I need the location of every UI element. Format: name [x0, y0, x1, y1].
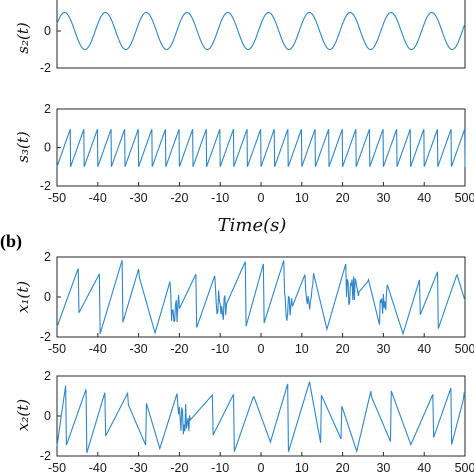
- s3-xtick-label: -50: [48, 191, 66, 205]
- s3-xtick-label: -30: [130, 191, 148, 205]
- x1-xtick-label: -20: [170, 342, 188, 356]
- s2-ytick-label: -2: [40, 61, 51, 75]
- s2-axes-frame: [56, 0, 466, 69]
- x2-xtick-label: -50: [48, 461, 66, 474]
- s3-xtick-label: 0: [258, 191, 265, 205]
- x1-ytick-label: 2: [44, 250, 51, 264]
- s3-ytick-label: 0: [44, 141, 51, 155]
- x1-ytick-label: -2: [40, 330, 51, 344]
- s3-xtick-label: 30: [376, 191, 390, 205]
- x2-xtick-label: 40: [417, 461, 431, 474]
- x2-xtick-label: -20: [170, 461, 188, 474]
- s3-xtick-label: 10: [295, 191, 309, 205]
- x2-ytick-label: 0: [44, 409, 51, 423]
- x1-xtick-label: 500: [455, 342, 474, 356]
- panel-s3: s₃(t) 20-2 -50 -40 -30 -20 -10 0 10 20 30 40 500: [14, 102, 474, 205]
- x1-axes-frame: [56, 256, 466, 338]
- s3-ytick-label: 2: [44, 102, 51, 116]
- s3-xtick-label: -40: [89, 191, 107, 205]
- s3-series-line: [56, 129, 466, 167]
- x2-xtick-label: 500: [455, 461, 474, 474]
- x2-xtick-label: -10: [211, 461, 229, 474]
- s3-xtick-label: 500: [455, 191, 474, 205]
- time-axis-label: Time(s): [218, 215, 287, 236]
- x2-xtick-label: 20: [336, 461, 350, 474]
- x2-xtick-label: -30: [130, 461, 148, 474]
- x1-xtick-label: 0: [258, 342, 265, 356]
- x1-xtick-label: 30: [376, 342, 390, 356]
- s3-xtick-label: 20: [336, 191, 350, 205]
- panel-x2: x₂(t) 20-2 -50 -40 -30 -20 -10 0 10 20 30 40 500: [14, 369, 474, 474]
- s3-xtick-label: 40: [417, 191, 431, 205]
- x1-xtick-label: 20: [336, 342, 350, 356]
- x2-xtick-label: 0: [258, 461, 265, 474]
- panel-b-label: (b): [0, 231, 22, 252]
- s3-ytick-label: -2: [40, 179, 51, 193]
- x1-series-line: [56, 260, 466, 336]
- panel-s2: s₂(t) 0 -2: [14, 0, 466, 75]
- x1-xtick-label: -50: [48, 342, 66, 356]
- x1-xtick-label: 10: [295, 342, 309, 356]
- x2-xtick-label: 10: [295, 461, 309, 474]
- x2-xtick-label: -40: [89, 461, 107, 474]
- x1-xtick-label: 40: [417, 342, 431, 356]
- s2-series-line: [56, 11, 466, 51]
- s2-ylabel: s₂(t): [14, 22, 32, 54]
- x2-series-line: [56, 381, 466, 454]
- x2-ytick-label: -2: [40, 449, 51, 463]
- x2-ylabel: x₂(t): [14, 399, 32, 431]
- s2-ytick-label: 0: [44, 24, 51, 38]
- s3-xtick-label: -20: [170, 191, 188, 205]
- x1-xtick-label: -40: [89, 342, 107, 356]
- x2-ytick-label: 2: [44, 369, 51, 383]
- x1-ytick-label: 0: [44, 290, 51, 304]
- x1-ylabel: x₁(t): [14, 281, 32, 313]
- x2-xtick-label: 30: [376, 461, 390, 474]
- s3-xtick-label: -10: [211, 191, 229, 205]
- x1-xtick-label: -30: [130, 342, 148, 356]
- s3-ylabel: s₃(t): [14, 131, 32, 163]
- panel-x1: x₁(t) 20-2 -50 -40 -30 -20 -10 0 10 20 30 40 500: [14, 250, 474, 356]
- x1-xtick-label: -10: [211, 342, 229, 356]
